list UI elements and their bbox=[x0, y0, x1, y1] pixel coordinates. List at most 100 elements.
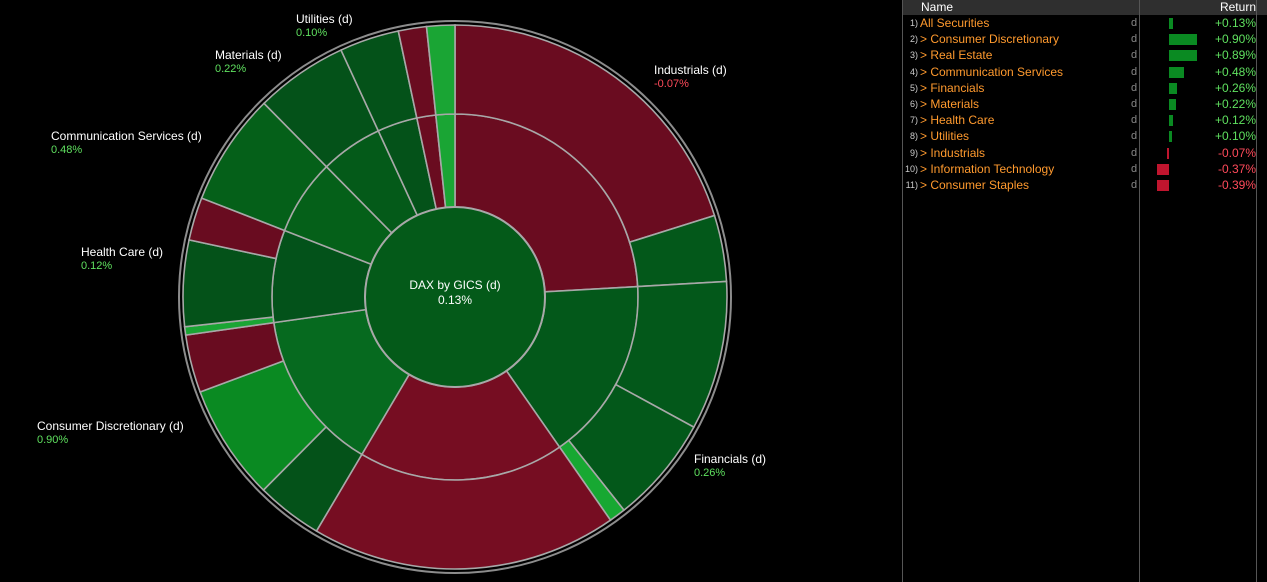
label-communication-services[interactable]: Communication Services (d) 0.48% bbox=[51, 129, 202, 157]
row-return: +0.13% bbox=[1214, 16, 1256, 30]
row-name[interactable]: > Utilities bbox=[920, 129, 970, 144]
chart-center-value: 0.13% bbox=[437, 293, 473, 307]
row-return: +0.48% bbox=[1214, 64, 1256, 79]
row-period: d bbox=[1131, 130, 1138, 143]
chart-center-title: DAX by GICS (d) bbox=[409, 278, 501, 292]
table-row[interactable]: 4) > Communication Services d +0.48% bbox=[903, 64, 1267, 80]
row-return: +0.12% bbox=[1214, 113, 1256, 128]
row-number: 4) bbox=[909, 66, 918, 77]
row-return: +0.22% bbox=[1214, 96, 1256, 111]
label-industrials-name: Industrials (d) bbox=[654, 63, 727, 77]
row-period: d bbox=[1131, 49, 1138, 62]
row-number: 5) bbox=[909, 82, 918, 93]
table-row[interactable]: 9) > Industrials d -0.07% bbox=[903, 145, 1267, 161]
table-header: Name Return bbox=[903, 0, 1267, 15]
row-period: d bbox=[1131, 17, 1138, 29]
label-utilities[interactable]: Utilities (d) 0.10% bbox=[296, 12, 353, 40]
label-communication-services-name: Communication Services (d) bbox=[51, 129, 202, 143]
label-materials-name: Materials (d) bbox=[215, 48, 282, 62]
row-period: d bbox=[1131, 81, 1138, 94]
label-financials-name: Financials (d) bbox=[694, 452, 767, 466]
label-materials[interactable]: Materials (d) 0.22% bbox=[215, 48, 282, 76]
row-return: +0.26% bbox=[1214, 80, 1256, 95]
row-period: d bbox=[1131, 33, 1138, 46]
return-bar bbox=[1169, 115, 1173, 127]
table-row[interactable]: 2) > Consumer Discretionary d +0.90% bbox=[903, 31, 1267, 47]
label-health-care[interactable]: Health Care (d) 0.12% bbox=[81, 245, 163, 273]
row-name[interactable]: > Consumer Discretionary bbox=[920, 32, 1060, 47]
row-name[interactable]: All Securities bbox=[920, 16, 990, 30]
table-row[interactable]: 3) > Real Estate d +0.89% bbox=[903, 47, 1267, 63]
row-return: -0.39% bbox=[1217, 177, 1256, 192]
row-number: 6) bbox=[909, 98, 918, 109]
chart-center-label: DAX by GICS (d) 0.13% bbox=[385, 278, 525, 308]
header-name[interactable]: Name bbox=[921, 0, 954, 14]
label-health-care-name: Health Care (d) bbox=[81, 245, 164, 259]
row-return: +0.90% bbox=[1214, 32, 1256, 47]
row-name[interactable]: > Information Technology bbox=[920, 161, 1055, 176]
row-number: 1) bbox=[909, 18, 918, 28]
sunburst-chart: DAX by GICS (d) 0.13% Industrials (d) -0… bbox=[37, 12, 766, 574]
sunburst-svg bbox=[178, 20, 732, 574]
row-number: 7) bbox=[909, 115, 918, 126]
sector-consumer-staples-outer-1[interactable] bbox=[425, 24, 456, 116]
label-consumer-discretionary[interactable]: Consumer Discretionary (d) 0.90% bbox=[37, 419, 184, 447]
header-return[interactable]: Return bbox=[1219, 0, 1256, 14]
table-row[interactable]: 6) > Materials d +0.22% bbox=[903, 96, 1267, 112]
row-name[interactable]: > Real Estate bbox=[920, 48, 993, 63]
label-financials-value: 0.26% bbox=[694, 467, 726, 479]
label-financials[interactable]: Financials (d) 0.26% bbox=[694, 452, 766, 480]
row-period: d bbox=[1131, 178, 1138, 191]
table-row[interactable]: 7) > Health Care d +0.12% bbox=[903, 112, 1267, 128]
column-divider bbox=[1256, 0, 1257, 582]
row-period: d bbox=[1131, 114, 1138, 127]
table-row[interactable]: 5) > Financials d +0.26% bbox=[903, 80, 1267, 96]
row-period: d bbox=[1131, 162, 1138, 175]
row-return: +0.89% bbox=[1214, 48, 1256, 63]
label-materials-value: 0.22% bbox=[215, 63, 247, 75]
row-name[interactable]: > Financials bbox=[920, 80, 985, 95]
row-period: d bbox=[1131, 97, 1138, 110]
label-consumer-discretionary-name: Consumer Discretionary (d) bbox=[37, 419, 184, 433]
row-period: d bbox=[1131, 146, 1138, 159]
row-number: 9) bbox=[909, 147, 918, 158]
outer-ring bbox=[178, 20, 732, 574]
table-body: 1) All Securities d +0.13% 2) > Consumer Disc… bbox=[903, 15, 1267, 193]
return-bar bbox=[1169, 131, 1173, 143]
row-number: 8) bbox=[909, 131, 918, 142]
table-row[interactable]: 8) > Utilities d +0.10% bbox=[903, 128, 1267, 144]
label-utilities-name: Utilities (d) bbox=[296, 12, 353, 26]
label-consumer-discretionary-value: 0.90% bbox=[37, 434, 69, 446]
label-utilities-value: 0.10% bbox=[296, 27, 328, 39]
row-name[interactable]: > Consumer Staples bbox=[920, 177, 1030, 192]
center-disc[interactable] bbox=[364, 206, 546, 388]
return-bar bbox=[1156, 179, 1169, 191]
return-bar bbox=[1169, 18, 1174, 29]
row-name[interactable]: > Communication Services bbox=[920, 64, 1064, 79]
return-bar bbox=[1169, 82, 1178, 94]
sector-return-table: Name Return 1) All Securities d +0.13% 2) > C… bbox=[902, 0, 1267, 582]
label-health-care-value: 0.12% bbox=[81, 260, 113, 272]
row-return: +0.10% bbox=[1214, 129, 1256, 144]
row-number: 11) bbox=[905, 179, 918, 190]
table-row[interactable]: 10) > Information Technology d -0.37% bbox=[903, 161, 1267, 177]
label-industrials-value: -0.07% bbox=[654, 78, 689, 90]
row-name[interactable]: > Industrials bbox=[920, 145, 986, 160]
row-return: -0.37% bbox=[1217, 161, 1256, 176]
row-number: 2) bbox=[909, 34, 918, 45]
label-industrials[interactable]: Industrials (d) -0.07% bbox=[654, 63, 727, 91]
sector-industrials-outer-1[interactable] bbox=[454, 24, 716, 244]
row-number: 10) bbox=[904, 163, 918, 174]
return-bar bbox=[1166, 147, 1169, 159]
return-bar bbox=[1169, 34, 1197, 46]
label-communication-services-value: 0.48% bbox=[51, 144, 83, 156]
row-name[interactable]: > Health Care bbox=[920, 113, 995, 128]
return-bar bbox=[1169, 50, 1197, 62]
table-row[interactable]: 1) All Securities d +0.13% bbox=[903, 15, 1267, 31]
row-return: -0.07% bbox=[1217, 145, 1256, 160]
column-divider bbox=[1139, 0, 1140, 582]
return-bar bbox=[1169, 98, 1176, 110]
row-name[interactable]: > Materials bbox=[920, 96, 980, 111]
return-bar bbox=[1169, 66, 1184, 78]
table-row[interactable]: 11) > Consumer Staples d -0.39% bbox=[903, 177, 1267, 193]
